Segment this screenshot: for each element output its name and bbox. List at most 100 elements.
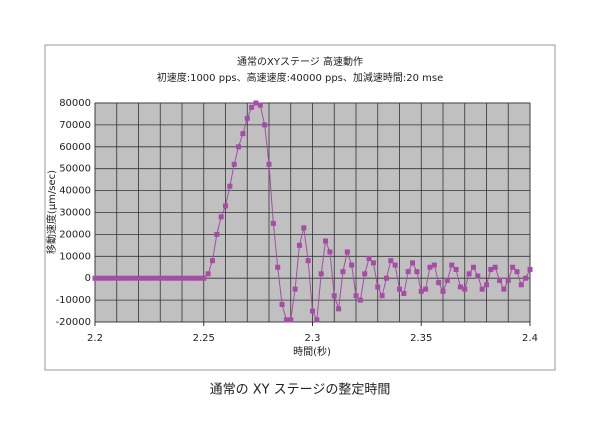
- y-tick-label: 10000: [59, 251, 91, 262]
- data-point: [231, 161, 237, 167]
- data-point: [401, 291, 407, 297]
- data-point: [410, 260, 416, 266]
- data-point: [470, 264, 476, 270]
- x-tick-label: 2.3: [305, 333, 321, 344]
- data-point: [122, 275, 128, 281]
- data-point: [249, 104, 255, 110]
- data-point: [505, 277, 511, 283]
- data-point: [162, 275, 168, 281]
- data-point: [431, 262, 437, 268]
- data-point: [288, 317, 294, 323]
- data-point: [244, 115, 250, 121]
- data-point: [357, 297, 363, 303]
- data-point: [475, 273, 481, 279]
- data-point: [179, 275, 185, 281]
- data-point: [405, 269, 411, 275]
- data-point: [192, 275, 198, 281]
- data-point: [449, 262, 455, 268]
- data-point: [118, 275, 124, 281]
- data-point: [362, 271, 368, 277]
- data-point: [492, 264, 498, 270]
- data-point: [327, 249, 333, 255]
- data-point: [188, 275, 194, 281]
- y-tick-label: 60000: [59, 142, 91, 153]
- data-point: [501, 286, 507, 292]
- data-point: [209, 258, 215, 264]
- data-point: [366, 255, 372, 261]
- data-point: [497, 277, 503, 283]
- data-point: [170, 275, 176, 281]
- data-point: [310, 308, 315, 314]
- y-tick-label: 70000: [59, 120, 91, 131]
- data-point: [175, 275, 181, 281]
- data-point: [514, 269, 520, 275]
- data-point: [157, 275, 163, 281]
- data-point: [488, 266, 494, 272]
- x-tick-label: 2.2: [87, 333, 103, 344]
- data-point: [383, 275, 389, 281]
- data-point: [127, 275, 133, 281]
- data-point: [527, 266, 533, 272]
- data-point: [453, 266, 459, 272]
- y-tick-label: 30000: [59, 208, 91, 219]
- data-point: [340, 269, 346, 275]
- data-point: [257, 102, 263, 108]
- data-point: [214, 231, 220, 237]
- data-point: [344, 249, 350, 255]
- data-point: [223, 203, 228, 209]
- data-point: [140, 275, 146, 281]
- caption: 通常の XY ステージの整定時間: [210, 383, 391, 398]
- data-point: [462, 286, 468, 292]
- data-point: [201, 275, 207, 281]
- chart-subtitle: 初速度:1000 pps、高速速度:40000 pps、加減速時間:20 mse: [157, 71, 444, 84]
- data-point: [423, 286, 429, 292]
- data-point: [331, 293, 337, 299]
- y-tick-label: 20000: [59, 229, 91, 240]
- y-tick-label: -20000: [56, 317, 91, 328]
- data-point: [440, 288, 446, 294]
- data-point: [314, 317, 320, 323]
- data-point: [301, 225, 307, 231]
- data-point: [388, 258, 394, 264]
- data-point: [109, 275, 115, 281]
- data-point: [510, 264, 516, 270]
- y-tick-label: 0: [85, 273, 91, 284]
- data-point: [144, 275, 150, 281]
- x-tick-label: 2.35: [410, 333, 432, 344]
- data-point: [101, 275, 107, 281]
- data-point: [418, 288, 424, 294]
- data-point: [296, 242, 302, 248]
- data-point: [484, 282, 489, 288]
- data-point: [414, 269, 420, 275]
- x-axis-label: 時間(秒): [293, 345, 331, 358]
- data-point: [183, 275, 189, 281]
- data-point: [205, 271, 211, 277]
- data-point: [136, 275, 141, 281]
- data-point: [236, 144, 242, 150]
- data-point: [379, 293, 385, 299]
- data-point: [105, 275, 111, 281]
- data-point: [283, 317, 289, 323]
- data-point: [336, 306, 342, 312]
- chart-title: 通常のXYステージ 高速動作: [237, 55, 363, 68]
- data-point: [270, 220, 276, 226]
- data-point: [279, 301, 285, 307]
- data-point: [318, 271, 324, 277]
- y-tick-label: -10000: [56, 295, 91, 306]
- x-tick-label: 2.25: [193, 333, 215, 344]
- data-point: [397, 286, 402, 292]
- data-point: [518, 282, 524, 288]
- data-point: [227, 183, 233, 189]
- data-point: [479, 286, 485, 292]
- data-point: [436, 280, 442, 286]
- data-point: [457, 284, 463, 290]
- data-point: [131, 275, 137, 281]
- data-point: [253, 100, 259, 106]
- y-axis-label: 移動速度(μm/sec): [45, 170, 58, 254]
- data-point: [292, 286, 298, 292]
- x-tick-label: 2.4: [522, 333, 538, 344]
- data-point: [153, 275, 159, 281]
- data-point: [166, 275, 172, 281]
- data-point: [218, 214, 224, 220]
